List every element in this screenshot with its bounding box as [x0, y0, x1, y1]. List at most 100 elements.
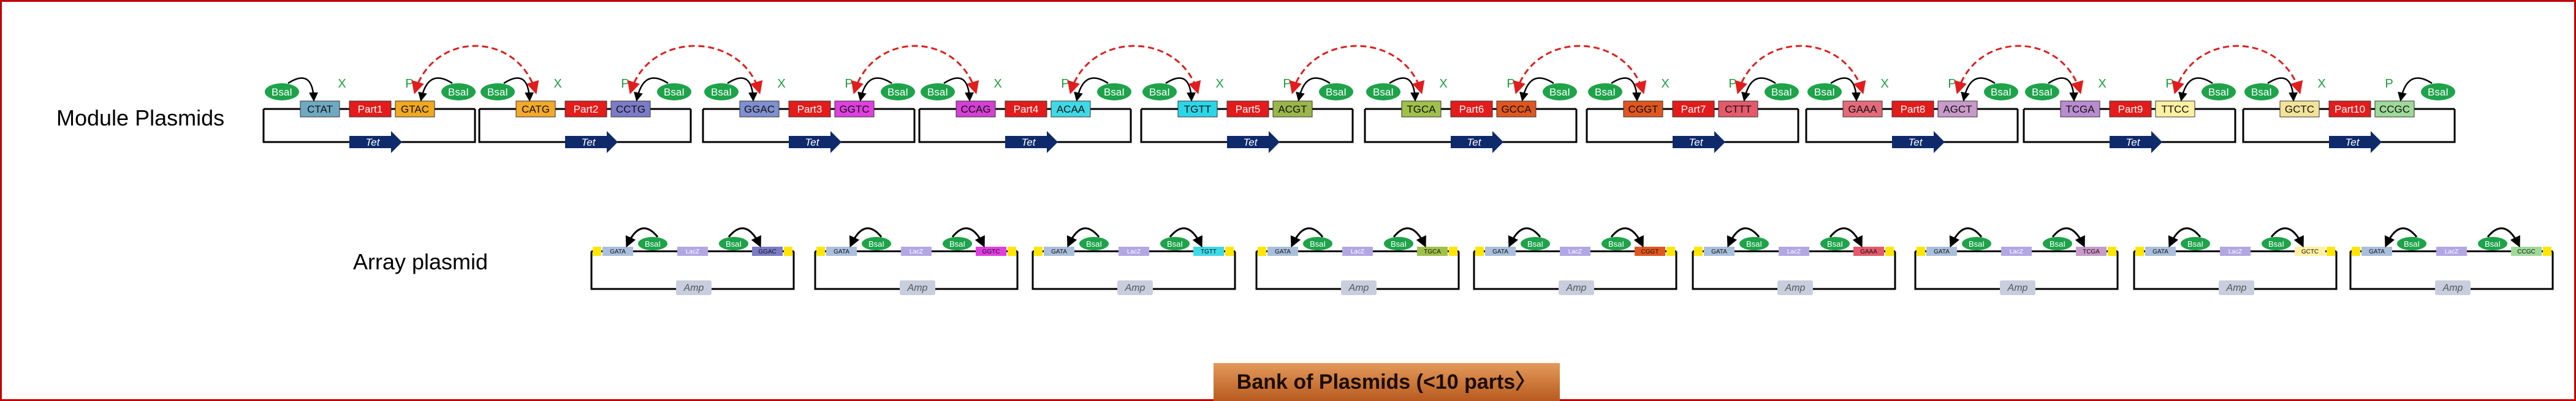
- lacz-label: LacZ: [1568, 249, 1582, 255]
- bsai-label-left: BsaI: [1086, 239, 1102, 249]
- lacz-box: [1779, 247, 1809, 256]
- p-site-label: P: [2165, 77, 2173, 91]
- cut-arrow-right: [728, 227, 761, 248]
- part-box: [564, 100, 607, 118]
- spacer-right: [784, 247, 792, 256]
- x-site-label: X: [777, 77, 785, 91]
- right-overhang-label: TGCA: [1424, 249, 1441, 255]
- part-label: Part8: [1901, 103, 1926, 115]
- overhang-link-arc-8: [1954, 45, 2084, 95]
- left-overhang-box: [1623, 100, 1663, 118]
- bsai-site-left: [1079, 237, 1109, 250]
- left-overhang-label: GATA: [1711, 249, 1727, 255]
- bank-title: Bank of Plasmids (<10 parts〉: [1237, 370, 1536, 394]
- right-overhang-box: [1853, 247, 1884, 256]
- lacz-label: LacZ: [910, 249, 923, 255]
- part-box: [349, 100, 392, 118]
- cut-arrow-right: [2398, 77, 2433, 102]
- bsai-label-left: BsaI: [1527, 239, 1543, 249]
- bsai-label-right: BsaI: [887, 86, 908, 98]
- p-site-label: P: [1948, 77, 1956, 91]
- left-overhang-label: TCGA: [2065, 103, 2095, 115]
- array-plasmid-3: GATA LacZ TGTT BsaI BsaI Amp: [1032, 227, 1236, 295]
- left-overhang-box: [2279, 100, 2320, 118]
- tet-label: Tet: [1243, 137, 1258, 148]
- p-site-label: P: [1728, 77, 1736, 91]
- tet-label: Tet: [365, 137, 380, 148]
- cut-arrow-left: [2384, 227, 2418, 248]
- bsai-label-left: BsaI: [1310, 239, 1326, 249]
- bsai-site-right: [2043, 237, 2072, 250]
- right-overhang-box: [752, 247, 783, 256]
- part-label: Part4: [1014, 103, 1039, 115]
- cut-arrow-left: [1949, 227, 1983, 248]
- part-box: [1005, 100, 1047, 118]
- part-box: [1226, 100, 1269, 118]
- overhang-link-arc-4: [1067, 45, 1201, 95]
- left-overhang-label: CCAG: [960, 103, 990, 115]
- module-plasmid-4: CCAG Part4 ACAA BsaI BsaI X P Tet: [918, 77, 1132, 153]
- cut-arrow-left: [1290, 227, 1324, 248]
- bsai-site-right: [1160, 237, 1190, 250]
- right-overhang-box: [395, 100, 435, 118]
- cut-arrow-right: [1392, 227, 1426, 248]
- cut-arrow-left: [1727, 227, 1760, 248]
- bsai-label-right: BsaI: [2268, 239, 2284, 249]
- left-overhang-label: GATA: [1275, 249, 1291, 255]
- left-overhang-box: [300, 100, 340, 118]
- amp-label: Amp: [907, 283, 928, 293]
- left-overhang-box: [1177, 100, 1218, 118]
- array-plasmid-4: GATA LacZ TGCA BsaI BsaI Amp: [1255, 227, 1460, 295]
- overhang-link-arc-5: [1289, 45, 1425, 95]
- spacer-left: [593, 247, 601, 256]
- tet-resistance-arrow: [789, 131, 842, 153]
- tet-label: Tet: [2126, 137, 2140, 148]
- part-label: Part9: [2118, 103, 2143, 115]
- spacer-left: [1034, 247, 1043, 256]
- right-overhang-label: GCTC: [2301, 249, 2319, 255]
- right-overhang-label: AGCT: [1943, 103, 1972, 115]
- right-overhang-label: CCGC: [2379, 103, 2410, 115]
- module-plasmid-6: TGCA Part6 GCCA BsaI BsaI X P Tet: [1364, 77, 1578, 153]
- bsai-label-left: BsaI: [1746, 239, 1762, 249]
- amp-label: Amp: [2226, 283, 2247, 293]
- amp-resistance-box: [2219, 280, 2254, 295]
- bsai-site-right: [1601, 237, 1631, 250]
- left-overhang-label: CTAT: [307, 103, 333, 115]
- module-plasmid-3: GGAC Part3 GGTC BsaI BsaI X P Tet: [702, 77, 916, 153]
- module-plasmid-7: CGGT Part7 CTTT BsaI BsaI X P Tet: [1586, 77, 1799, 153]
- bsai-label-left: BsaI: [2032, 86, 2053, 98]
- bsai-label-right: BsaI: [1104, 86, 1125, 98]
- spacer-right: [2327, 247, 2335, 256]
- left-overhang-box: [1485, 247, 1516, 256]
- module-plasmid-8: GAAA Part8 AGCT BsaI BsaI X P Tet: [1805, 77, 2019, 153]
- bsai-site-right: [2478, 237, 2507, 250]
- tet-label: Tet: [1908, 137, 1923, 148]
- spacer-right: [2108, 247, 2116, 256]
- bsai-label-left: BsaI: [711, 86, 732, 98]
- bsai-label-left: BsaI: [1149, 86, 1170, 98]
- cut-arrow-right: [2270, 227, 2304, 248]
- bsai-label-left: BsaI: [927, 86, 948, 98]
- left-overhang-label: GGAC: [744, 103, 775, 115]
- left-overhang-box: [1842, 100, 1883, 118]
- bsai-label-right: BsaI: [2208, 86, 2229, 98]
- lacz-label: LacZ: [1787, 249, 1801, 255]
- tet-resistance-arrow: [565, 131, 618, 153]
- lacz-label: LacZ: [686, 249, 699, 255]
- lacz-box: [2001, 247, 2032, 256]
- bsai-site-left: [862, 237, 891, 250]
- amp-resistance-box: [676, 280, 712, 295]
- right-overhang-box: [1417, 247, 1448, 256]
- right-overhang-box: [1937, 100, 1978, 118]
- part-box: [788, 100, 831, 118]
- left-overhang-box: [1044, 247, 1074, 256]
- right-overhang-box: [1635, 247, 1665, 256]
- bsai-site-left: [1739, 237, 1769, 250]
- amp-resistance-box: [1777, 280, 1813, 295]
- amp-label: Amp: [1125, 283, 1146, 293]
- tet-resistance-arrow: [2329, 131, 2382, 153]
- left-overhang-label: GATA: [1492, 249, 1508, 255]
- spacer-left: [816, 247, 825, 256]
